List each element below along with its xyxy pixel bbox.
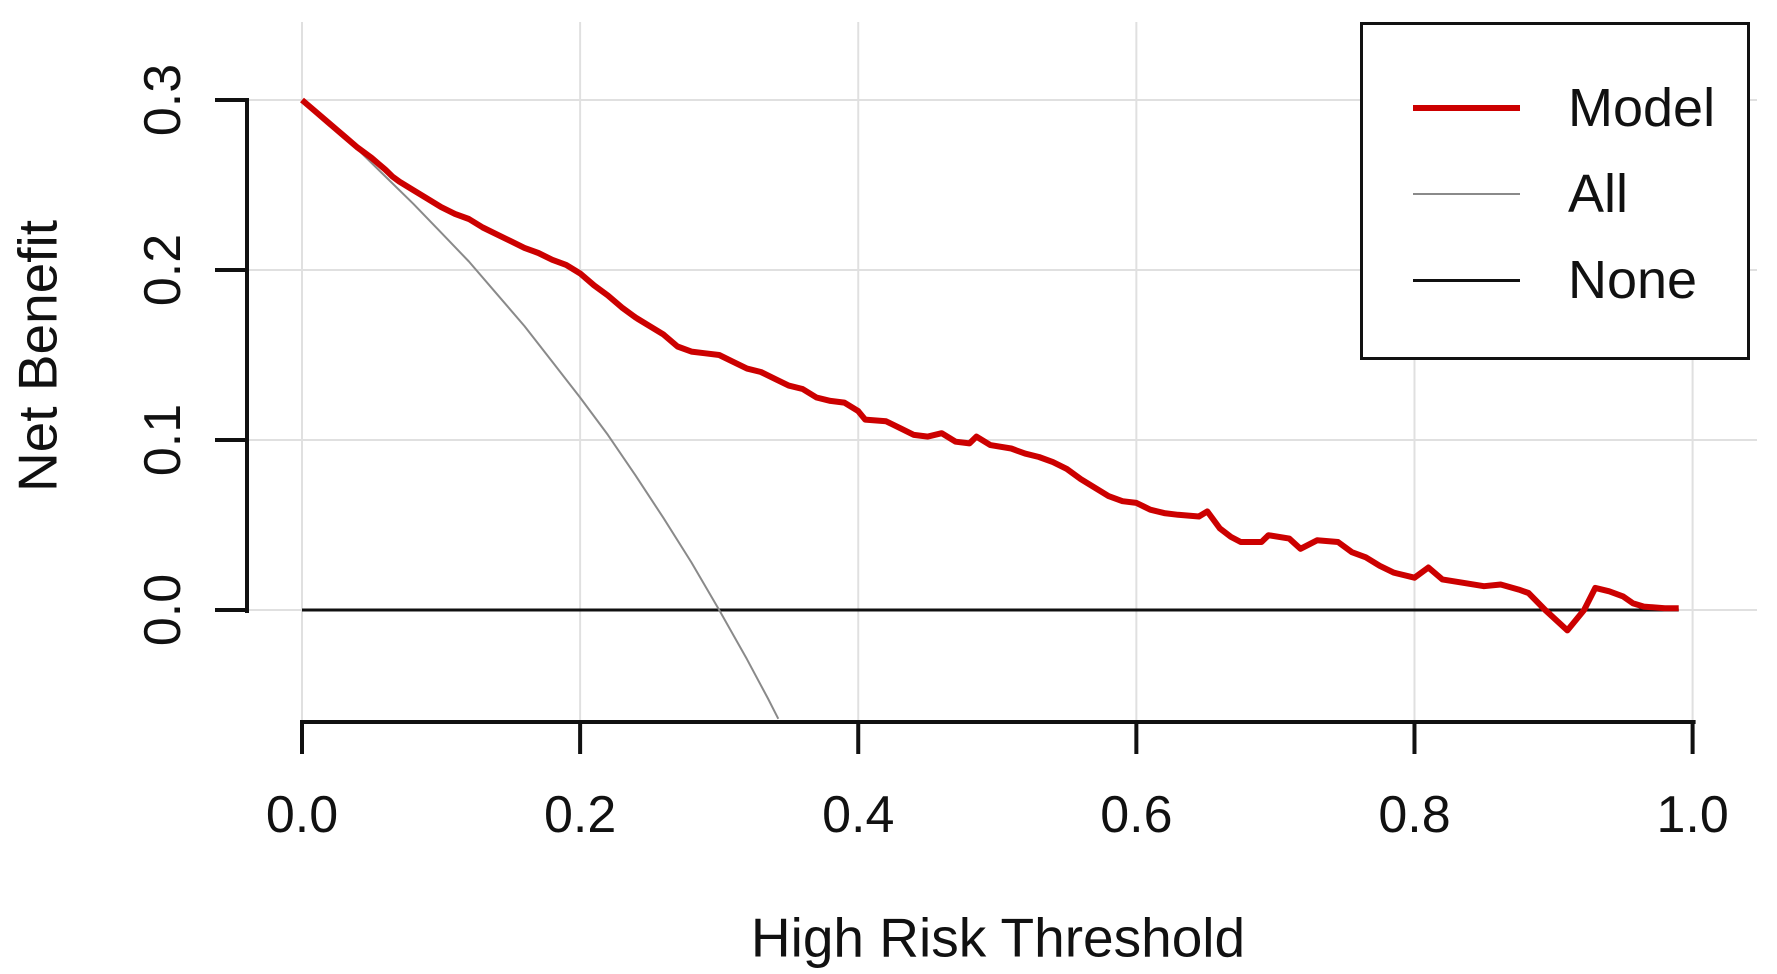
x-tick-label: 0.8 bbox=[1378, 786, 1451, 844]
y-axis-title: Net Benefit bbox=[6, 219, 69, 493]
legend: Model All None bbox=[1360, 22, 1750, 360]
legend-item-none: None bbox=[1363, 237, 1747, 323]
y-tick-label: 0.2 bbox=[134, 233, 192, 307]
legend-line-sample-none bbox=[1413, 278, 1520, 282]
legend-item-label: Model bbox=[1568, 78, 1716, 138]
legend-item-model: Model bbox=[1363, 65, 1747, 151]
legend-item-all: All bbox=[1363, 151, 1747, 237]
x-axis-title: High Risk Threshold bbox=[750, 906, 1246, 969]
x-tick-label: 0.6 bbox=[1100, 786, 1173, 844]
model-line bbox=[300, 97, 1679, 634]
x-tick-label: 0.2 bbox=[543, 786, 617, 844]
x-tick-label: 0.4 bbox=[822, 786, 895, 844]
x-tick-label: 0.0 bbox=[265, 786, 339, 844]
y-tick-label: 0.1 bbox=[134, 403, 192, 477]
all-line bbox=[301, 99, 780, 720]
legend-item-label: All bbox=[1568, 164, 1629, 224]
legend-item-label: None bbox=[1568, 250, 1698, 310]
y-tick-label: 0.0 bbox=[134, 573, 192, 647]
legend-line-sample-model bbox=[1413, 105, 1520, 111]
legend-line-sample-all bbox=[1413, 193, 1520, 195]
x-tick-label: 1.0 bbox=[1656, 786, 1729, 844]
y-tick-label: 0.3 bbox=[134, 63, 192, 137]
